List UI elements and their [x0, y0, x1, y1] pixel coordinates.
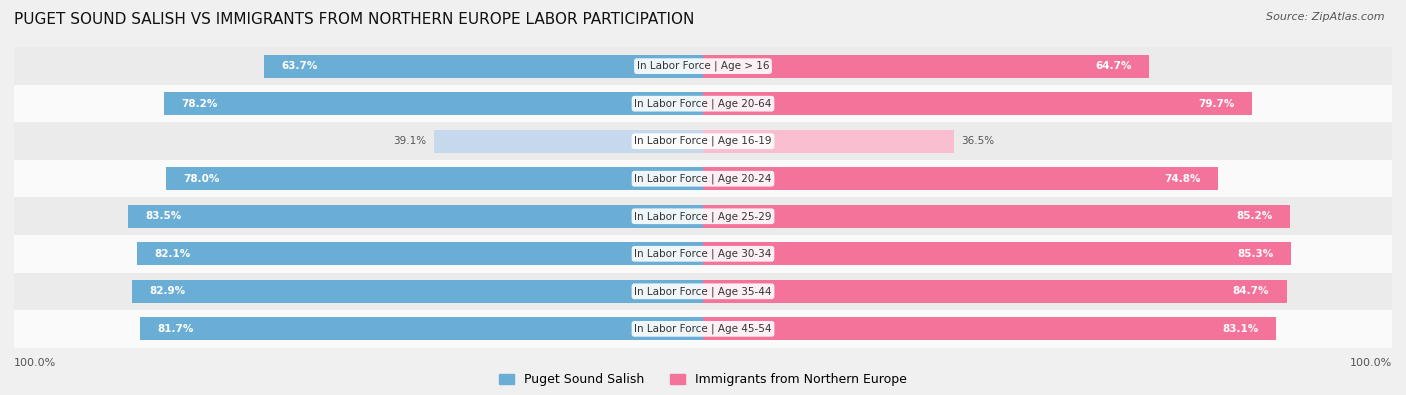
Text: 81.7%: 81.7% [157, 324, 194, 334]
Bar [165, 92, 703, 115]
Bar [14, 310, 1392, 348]
Text: In Labor Force | Age 16-19: In Labor Force | Age 16-19 [634, 136, 772, 147]
Bar [14, 235, 1392, 273]
Text: 83.5%: 83.5% [145, 211, 181, 221]
Text: In Labor Force | Age 45-54: In Labor Force | Age 45-54 [634, 324, 772, 334]
Bar [166, 167, 703, 190]
Bar [264, 55, 703, 78]
Text: 79.7%: 79.7% [1198, 99, 1234, 109]
Text: 85.2%: 85.2% [1236, 211, 1272, 221]
Bar [128, 205, 703, 228]
Text: 82.1%: 82.1% [155, 249, 191, 259]
Bar [433, 130, 703, 153]
Bar [703, 242, 1291, 265]
Text: 64.7%: 64.7% [1095, 61, 1132, 71]
Text: In Labor Force | Age > 16: In Labor Force | Age > 16 [637, 61, 769, 71]
Text: 39.1%: 39.1% [394, 136, 427, 146]
Bar [703, 55, 1149, 78]
Bar [703, 280, 1286, 303]
Text: In Labor Force | Age 20-64: In Labor Force | Age 20-64 [634, 98, 772, 109]
Bar [703, 92, 1253, 115]
Text: In Labor Force | Age 25-29: In Labor Force | Age 25-29 [634, 211, 772, 222]
Bar [14, 160, 1392, 198]
Text: 85.3%: 85.3% [1237, 249, 1274, 259]
Bar [703, 167, 1219, 190]
Text: Source: ZipAtlas.com: Source: ZipAtlas.com [1267, 12, 1385, 22]
Text: PUGET SOUND SALISH VS IMMIGRANTS FROM NORTHERN EUROPE LABOR PARTICIPATION: PUGET SOUND SALISH VS IMMIGRANTS FROM NO… [14, 12, 695, 27]
Text: 36.5%: 36.5% [962, 136, 994, 146]
Bar [703, 130, 955, 153]
Text: 100.0%: 100.0% [1350, 358, 1392, 369]
Bar [132, 280, 703, 303]
Bar [703, 317, 1275, 340]
Text: 82.9%: 82.9% [149, 286, 186, 296]
Bar [14, 47, 1392, 85]
Text: 74.8%: 74.8% [1164, 174, 1201, 184]
Bar [138, 242, 703, 265]
Text: 78.0%: 78.0% [183, 174, 219, 184]
Text: In Labor Force | Age 30-34: In Labor Force | Age 30-34 [634, 248, 772, 259]
Bar [14, 273, 1392, 310]
Bar [703, 205, 1289, 228]
Text: In Labor Force | Age 35-44: In Labor Force | Age 35-44 [634, 286, 772, 297]
Legend: Puget Sound Salish, Immigrants from Northern Europe: Puget Sound Salish, Immigrants from Nort… [499, 373, 907, 386]
Bar [14, 122, 1392, 160]
Text: 100.0%: 100.0% [14, 358, 56, 369]
Bar [14, 85, 1392, 122]
Text: 84.7%: 84.7% [1233, 286, 1270, 296]
Text: In Labor Force | Age 20-24: In Labor Force | Age 20-24 [634, 173, 772, 184]
Text: 78.2%: 78.2% [181, 99, 218, 109]
Bar [14, 198, 1392, 235]
Text: 63.7%: 63.7% [281, 61, 318, 71]
Bar [141, 317, 703, 340]
Text: 83.1%: 83.1% [1222, 324, 1258, 334]
